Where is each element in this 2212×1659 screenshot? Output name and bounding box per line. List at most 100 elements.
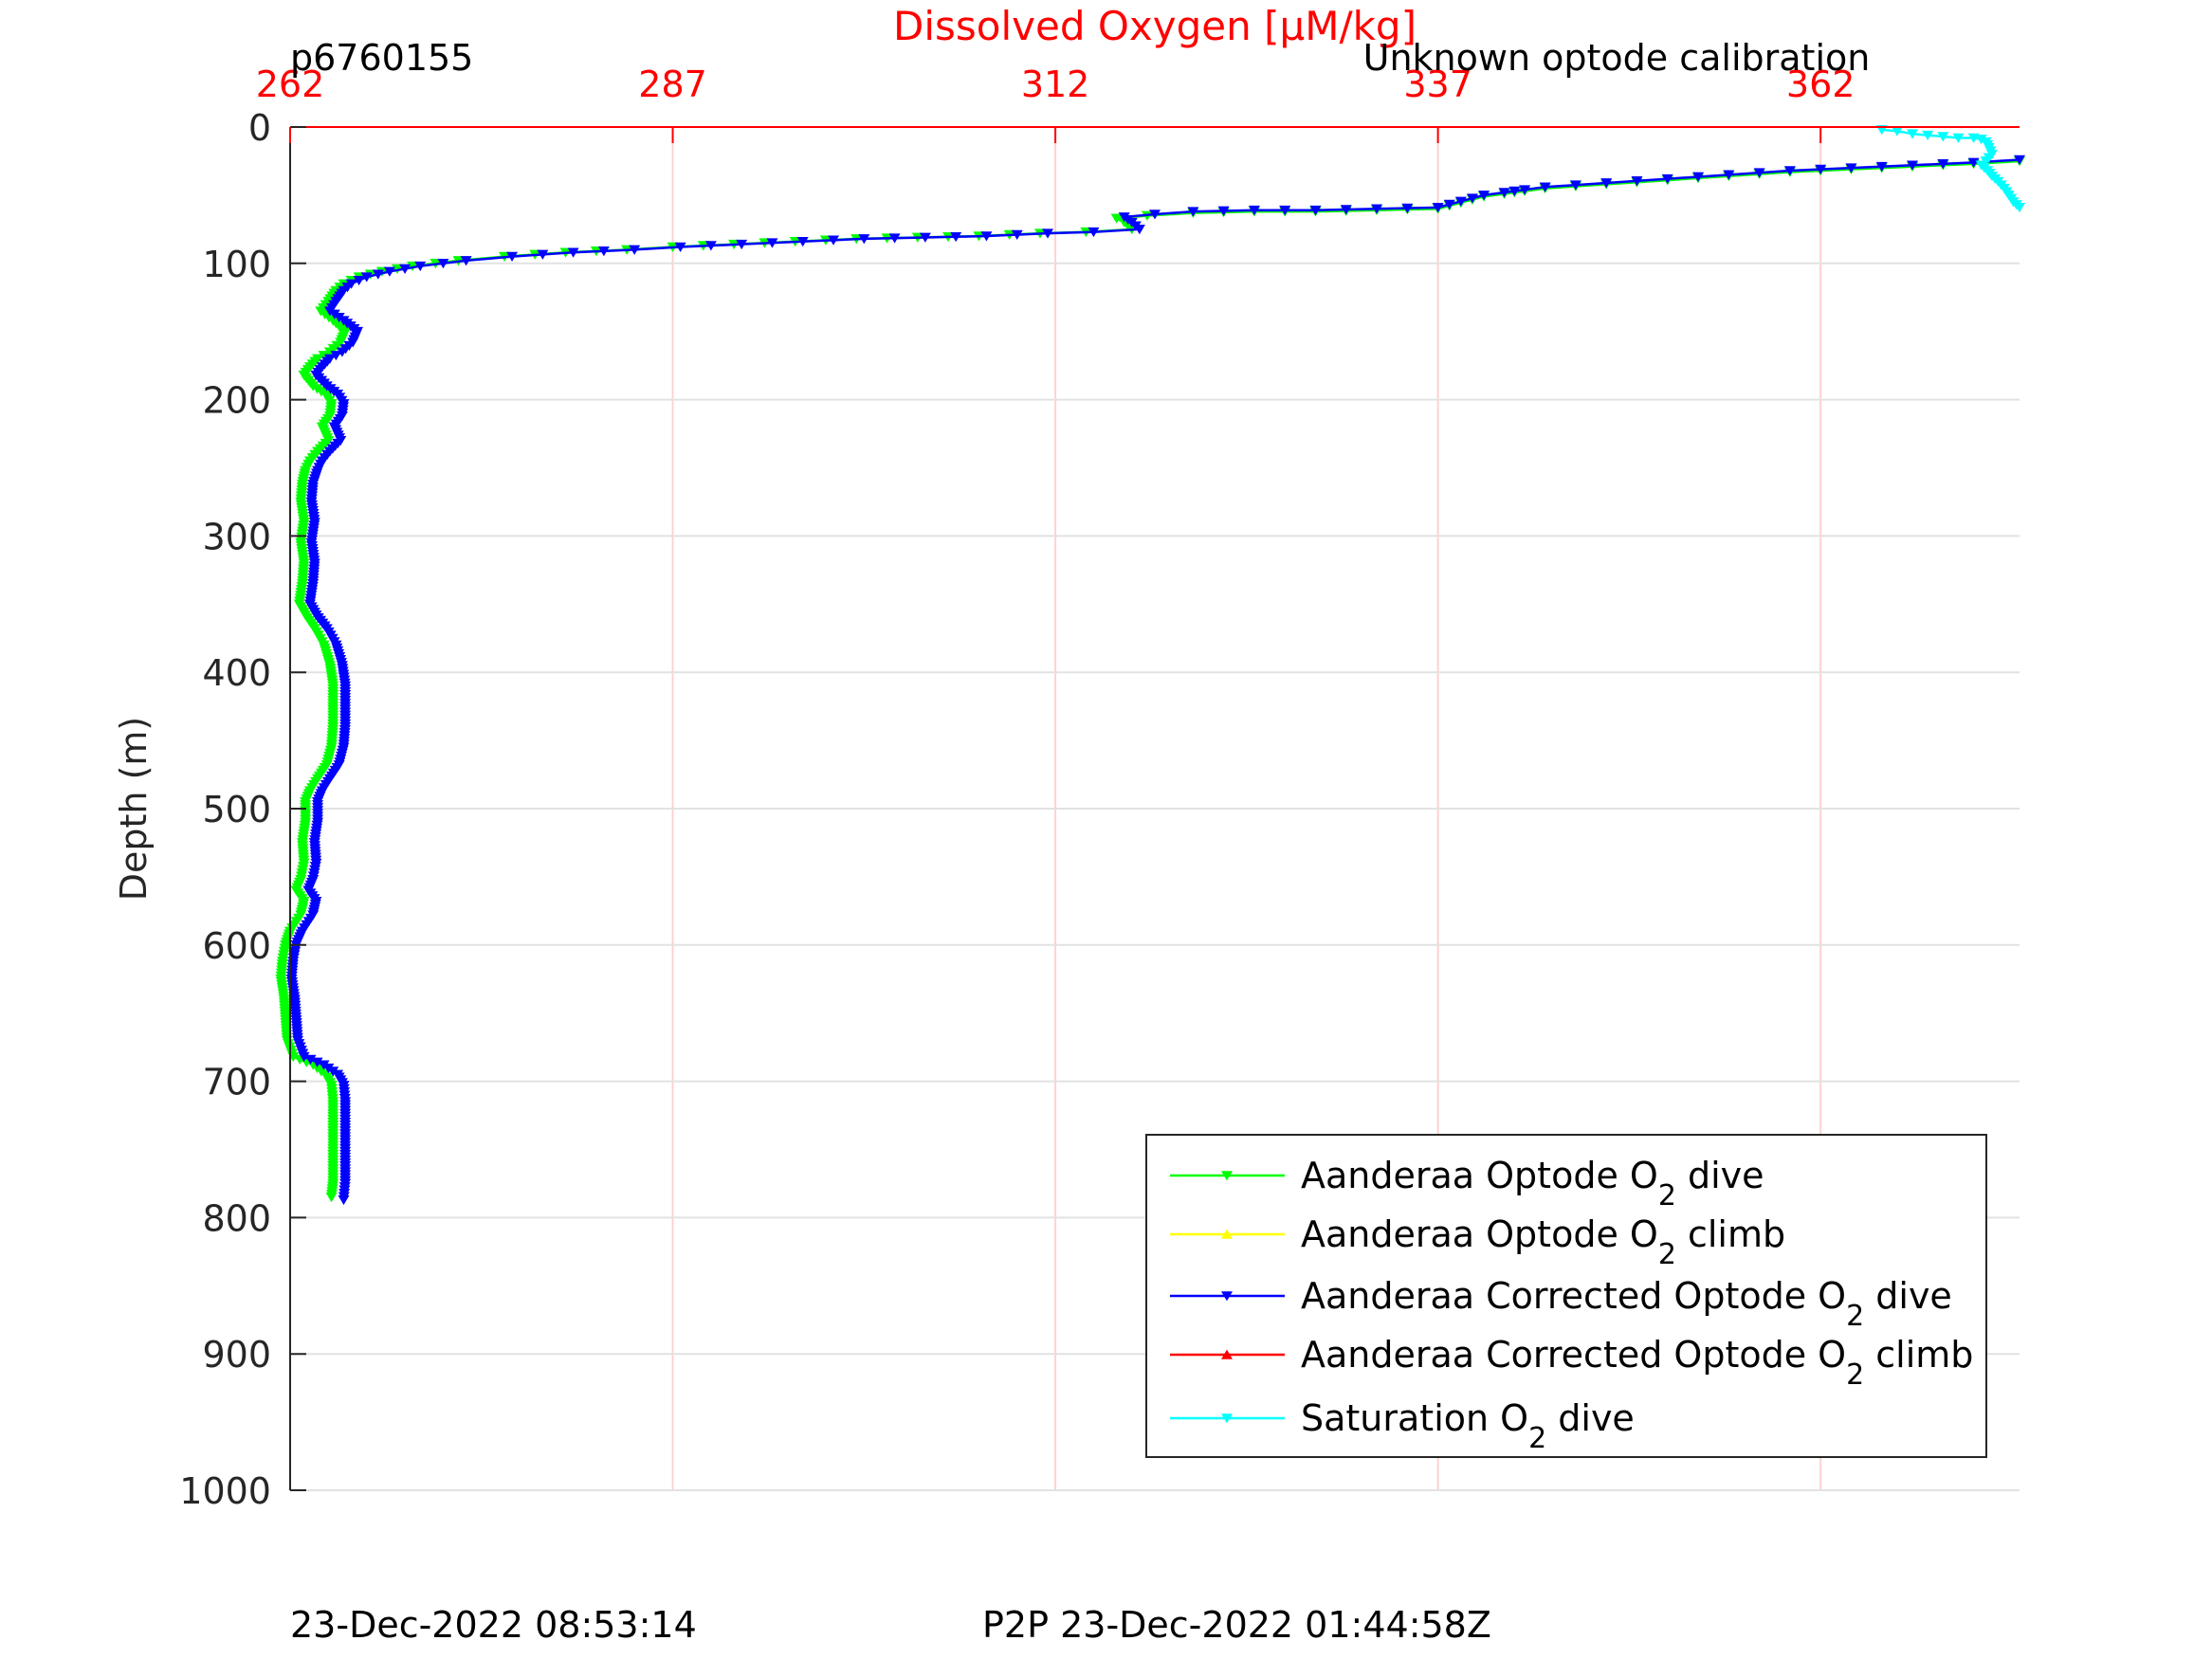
data-point xyxy=(1937,132,1949,142)
data-point xyxy=(1783,166,1796,176)
data-point xyxy=(1631,176,1643,187)
data-point xyxy=(1279,205,1291,216)
data-point xyxy=(1723,170,1735,180)
data-point xyxy=(325,1193,338,1203)
y-axis-label: Depth (m) xyxy=(113,717,155,902)
data-point xyxy=(1432,203,1444,213)
data-point xyxy=(1519,185,1531,195)
data-point xyxy=(1110,213,1123,224)
legend-label: Saturation O2 dive xyxy=(1301,1397,1635,1455)
y-tick-labels: 0 100 200 300 400 500 600 700 800 900 1000 xyxy=(179,107,271,1512)
chart-title: Dissolved Oxygen [μM/kg] xyxy=(893,3,1417,49)
legend-marker xyxy=(1221,1349,1233,1359)
data-point xyxy=(372,269,384,280)
data-point xyxy=(414,261,427,272)
data-point xyxy=(311,1057,323,1067)
y-tick-label: 100 xyxy=(202,244,271,285)
data-point xyxy=(330,351,342,361)
data-point xyxy=(2014,203,2025,213)
data-point xyxy=(360,272,373,283)
calibration-label: Unknown optode calibration xyxy=(1363,37,1871,79)
legend-marker xyxy=(1221,1413,1233,1424)
y-tick-label: 0 xyxy=(248,107,271,149)
data-point xyxy=(506,251,519,263)
data-point xyxy=(1309,205,1322,216)
y-tick-label: 900 xyxy=(202,1334,271,1376)
data-point xyxy=(318,351,330,361)
dive-id-label: p6760155 xyxy=(290,37,473,79)
data-point xyxy=(1815,164,1827,174)
data-point xyxy=(437,259,449,269)
footer-timestamp: 23-Dec-2022 08:53:14 xyxy=(290,1604,697,1646)
y-tick-label: 1000 xyxy=(179,1470,271,1512)
data-point xyxy=(1508,186,1521,196)
data-point xyxy=(796,236,809,247)
legend-item: Aanderaa Corrected Optode O2 climb xyxy=(1170,1334,1973,1392)
x-tick-label: 362 xyxy=(1786,64,1856,105)
data-point xyxy=(1569,180,1581,191)
data-point xyxy=(704,241,717,251)
data-point xyxy=(1187,207,1199,217)
data-point xyxy=(1248,205,1260,216)
data-point xyxy=(1907,129,1919,139)
axes xyxy=(289,126,2020,1491)
data-point xyxy=(858,234,870,245)
data-point xyxy=(1133,225,1145,235)
data-point xyxy=(1478,191,1490,201)
data-point xyxy=(629,245,641,255)
data-point xyxy=(1600,178,1613,189)
legend-item: Aanderaa Optode O2 dive xyxy=(1170,1155,1764,1212)
data-series xyxy=(275,125,2025,1206)
data-point xyxy=(1042,228,1054,239)
y-tick-label: 800 xyxy=(202,1197,271,1239)
data-point xyxy=(1975,135,1987,145)
data-point xyxy=(1011,229,1023,241)
data-point xyxy=(1891,126,1903,137)
data-point xyxy=(1967,157,1980,168)
legend-label: Aanderaa Corrected Optode O2 dive xyxy=(1301,1275,1952,1333)
legend-marker xyxy=(1221,1171,1233,1181)
data-point xyxy=(674,242,686,252)
data-point xyxy=(1401,203,1414,213)
data-point xyxy=(1454,196,1467,207)
series-2 xyxy=(285,155,2025,1206)
data-point xyxy=(1907,160,1919,171)
data-point xyxy=(383,266,395,277)
legend-marker xyxy=(1221,1229,1233,1239)
y-tick-label: 200 xyxy=(202,380,271,422)
data-point xyxy=(1875,161,1888,173)
data-point xyxy=(1937,159,1949,170)
data-point xyxy=(460,256,472,266)
data-point xyxy=(597,246,610,257)
legend-label: Aanderaa Optode O2 climb xyxy=(1301,1213,1785,1271)
data-point xyxy=(1498,188,1510,198)
legend-item: Saturation O2 dive xyxy=(1170,1397,1635,1455)
y-tick-label: 300 xyxy=(202,516,271,557)
legend-item: Aanderaa Corrected Optode O2 dive xyxy=(1170,1275,1952,1333)
data-point xyxy=(323,347,336,357)
data-point xyxy=(1753,168,1765,178)
data-point xyxy=(888,233,901,244)
data-point xyxy=(304,1054,317,1065)
data-point xyxy=(1217,206,1230,216)
data-point xyxy=(1088,227,1100,238)
data-point xyxy=(1149,210,1161,220)
legend-box xyxy=(1145,1134,1987,1458)
data-point xyxy=(980,231,993,242)
data-point xyxy=(828,235,840,246)
legend-marker xyxy=(1221,1291,1233,1302)
data-point xyxy=(1466,193,1478,204)
data-point xyxy=(338,1194,350,1206)
data-point xyxy=(1371,204,1383,214)
footer-p2p: P2P 23-Dec-2022 01:44:58Z xyxy=(982,1604,1491,1646)
legend-item: Aanderaa Optode O2 climb xyxy=(1170,1213,1785,1271)
y-tick-label: 500 xyxy=(202,789,271,830)
legend-label: Aanderaa Corrected Optode O2 climb xyxy=(1301,1334,1973,1392)
series-4 xyxy=(1875,125,2025,213)
data-point xyxy=(1922,130,1934,141)
data-point xyxy=(1661,173,1673,185)
x-tick-label: 337 xyxy=(1403,64,1472,105)
data-point xyxy=(1539,182,1551,192)
